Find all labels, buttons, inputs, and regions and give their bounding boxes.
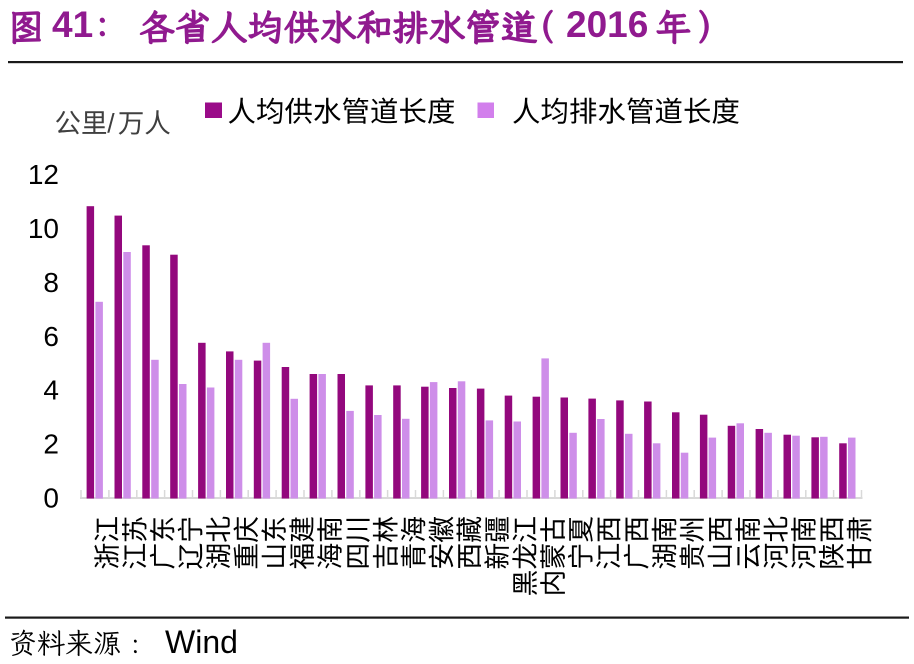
svg-text:Wind: Wind <box>165 624 238 660</box>
svg-text:2: 2 <box>43 429 59 460</box>
svg-text:41: 41 <box>52 4 93 45</box>
svg-text:6: 6 <box>43 321 59 352</box>
svg-text:10: 10 <box>28 213 59 244</box>
svg-text:8: 8 <box>43 267 59 298</box>
svg-text:/: / <box>107 109 115 139</box>
svg-text:0: 0 <box>43 483 59 514</box>
svg-text:12: 12 <box>28 159 59 190</box>
svg-text:2016: 2016 <box>566 4 648 45</box>
svg-text:4: 4 <box>43 375 59 406</box>
